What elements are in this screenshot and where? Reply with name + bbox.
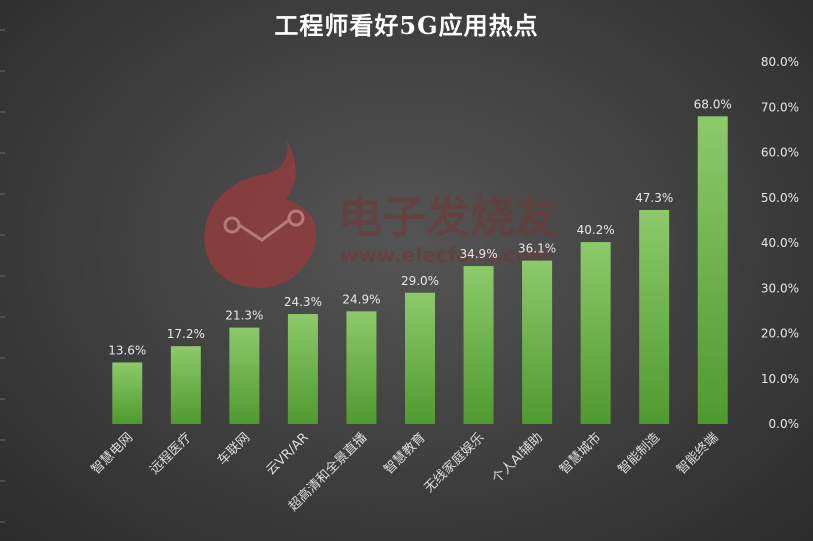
watermark-url: www.elecfans.com [340,243,550,267]
y-tick-label: 20.0% [761,327,799,341]
y-tick-label: 30.0% [761,281,799,295]
y-tick-label: 10.0% [761,372,799,386]
y-tick-label: 40.0% [761,236,799,250]
chart-title: 工程师看好5G应用热点 [274,11,539,40]
data-label: 17.2% [167,327,205,341]
circuit-node-icon [287,209,305,227]
circuit-trace-icon [238,218,290,242]
category-label: 云VR/AR [263,430,311,478]
category-label: 智慧城市 [556,430,604,478]
bar [405,292,435,424]
flame-shape-icon [204,140,317,289]
category-label: 远程医疗 [147,430,194,477]
category-label: 个人AI辅助 [490,430,546,486]
category-label: 车联网 [214,430,253,469]
data-label: 29.0% [401,274,439,288]
y-tick-label: 60.0% [761,146,799,160]
data-label: 40.2% [577,223,615,237]
data-label: 21.3% [225,309,263,323]
bar [697,116,728,425]
data-label: 47.3% [635,191,673,205]
data-label: 13.6% [108,343,146,357]
data-label: 24.3% [284,295,322,309]
bar [229,327,260,424]
bar [463,266,494,424]
bar [580,242,611,424]
watermark-logo: 电子发烧友 www.elecfans.com [204,140,558,289]
data-label: 68.0% [694,97,732,111]
y-tick-label: 0.0% [769,417,800,431]
watermark-brand: 电子发烧友 [338,192,558,243]
data-label: 24.9% [342,292,380,306]
y-tick-label: 80.0% [761,55,799,69]
category-label: 智慧电网 [88,430,136,478]
y-axis-ticks: 0.0% 10.0% 20.0% 30.0% 40.0% 50.0% 60.0% 70.0% 8… [761,55,799,431]
bar [522,260,553,424]
left-edge-ticks [0,29,5,523]
bar [170,346,201,424]
data-label: 34.9% [459,247,497,261]
bars [112,116,728,425]
data-labels: 13.6% 17.2% 21.3% 24.3% 24.9% 29.0% 34.9% 36.1%… [108,97,732,357]
bar [639,209,670,424]
data-label: 36.1% [518,242,556,256]
category-label: 智能制造 [616,430,663,477]
y-tick-label: 70.0% [761,100,799,114]
category-label: 智能终端 [673,430,721,478]
category-label: 无线家庭娱乐 [421,430,487,496]
bar [346,311,377,424]
y-tick-label: 50.0% [761,191,799,205]
bar [112,362,143,424]
bar [287,314,318,424]
category-label: 智慧教育 [381,430,429,478]
